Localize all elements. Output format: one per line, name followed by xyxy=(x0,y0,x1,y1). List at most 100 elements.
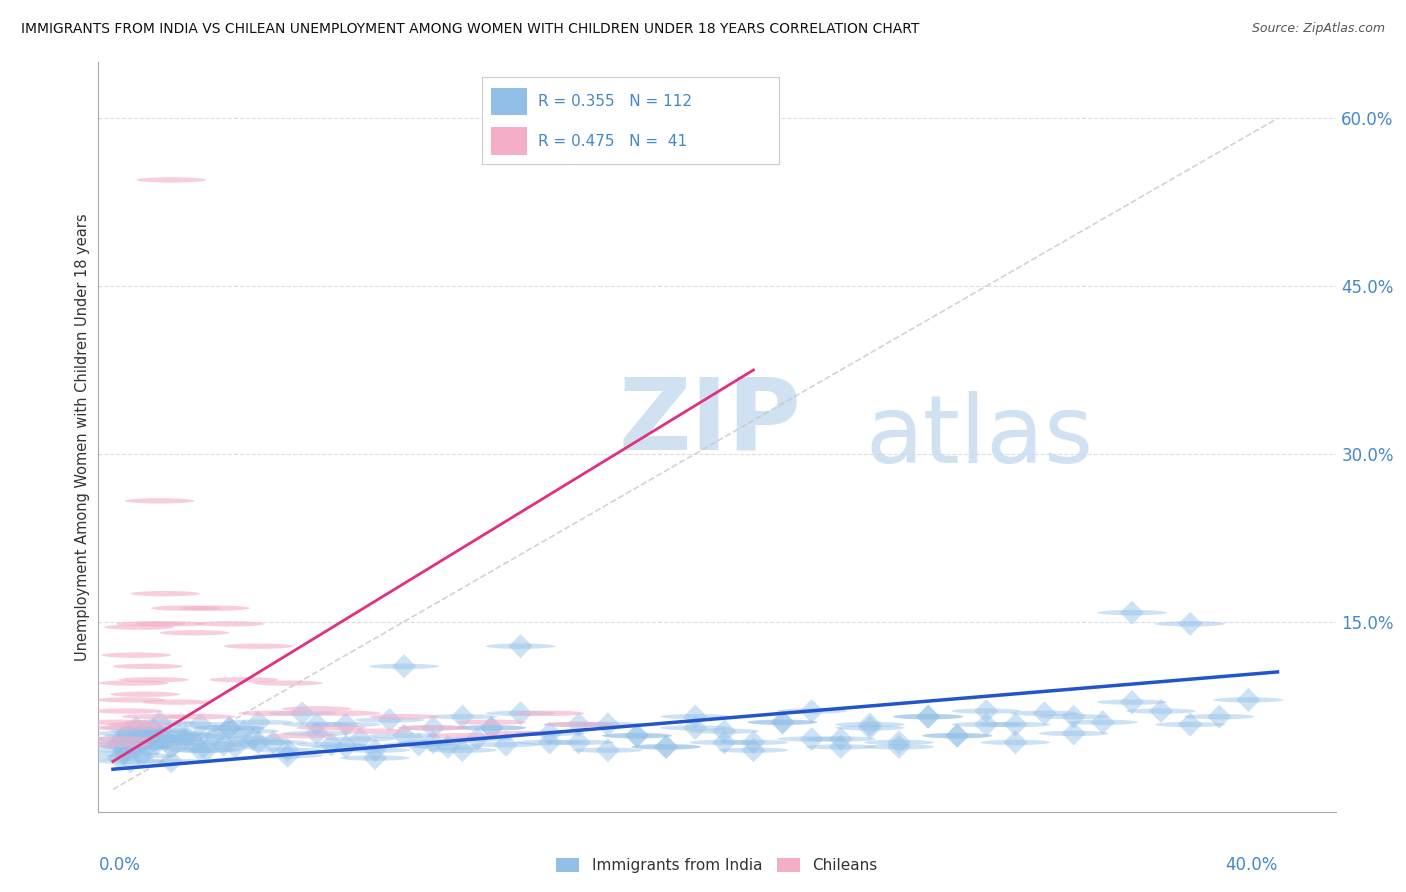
Point xyxy=(114,747,136,761)
Ellipse shape xyxy=(311,722,381,727)
Ellipse shape xyxy=(457,720,526,725)
Point xyxy=(946,729,969,743)
Ellipse shape xyxy=(485,731,555,736)
Point xyxy=(772,715,794,730)
Point xyxy=(145,732,167,747)
Ellipse shape xyxy=(370,733,439,739)
Point xyxy=(1063,709,1085,723)
Ellipse shape xyxy=(515,739,585,745)
Ellipse shape xyxy=(166,747,235,753)
Point xyxy=(364,751,387,765)
Point xyxy=(120,755,142,769)
Point xyxy=(1004,735,1026,749)
Text: ZIP: ZIP xyxy=(619,374,801,471)
Point xyxy=(188,743,211,757)
Ellipse shape xyxy=(159,630,229,635)
Point xyxy=(125,721,148,735)
Ellipse shape xyxy=(1097,610,1167,615)
Point xyxy=(114,743,136,757)
Ellipse shape xyxy=(90,747,159,753)
Text: atlas: atlas xyxy=(866,391,1094,483)
Ellipse shape xyxy=(1213,698,1284,703)
Point xyxy=(378,713,401,727)
Point xyxy=(117,726,139,740)
Ellipse shape xyxy=(835,722,905,727)
Point xyxy=(242,732,264,747)
Ellipse shape xyxy=(689,739,759,745)
Point xyxy=(713,735,735,749)
Point xyxy=(509,706,531,721)
Ellipse shape xyxy=(253,681,322,686)
Point xyxy=(107,751,129,765)
Point xyxy=(1178,717,1201,731)
Ellipse shape xyxy=(84,720,153,725)
Point xyxy=(120,735,142,749)
Ellipse shape xyxy=(980,739,1050,745)
Ellipse shape xyxy=(1039,731,1108,736)
Ellipse shape xyxy=(238,739,308,745)
Ellipse shape xyxy=(748,720,817,725)
Ellipse shape xyxy=(806,744,876,749)
Ellipse shape xyxy=(471,742,541,747)
Ellipse shape xyxy=(90,725,159,731)
Point xyxy=(122,739,145,754)
Ellipse shape xyxy=(1039,714,1108,719)
Ellipse shape xyxy=(1156,722,1225,727)
Point xyxy=(277,743,299,757)
Ellipse shape xyxy=(806,736,876,742)
Ellipse shape xyxy=(718,747,789,753)
Ellipse shape xyxy=(515,731,585,736)
Ellipse shape xyxy=(354,717,425,723)
Legend: Immigrants from India, Chileans: Immigrants from India, Chileans xyxy=(550,852,884,879)
Point xyxy=(139,730,162,744)
Ellipse shape xyxy=(131,591,200,597)
Ellipse shape xyxy=(115,734,186,739)
Ellipse shape xyxy=(194,725,264,731)
Point xyxy=(155,733,177,747)
Ellipse shape xyxy=(340,747,411,753)
Ellipse shape xyxy=(125,498,194,503)
Point xyxy=(887,735,910,749)
Ellipse shape xyxy=(544,722,613,727)
Ellipse shape xyxy=(101,652,172,657)
Ellipse shape xyxy=(150,733,221,739)
Point xyxy=(713,724,735,739)
Ellipse shape xyxy=(209,729,278,734)
Point xyxy=(1237,693,1260,707)
Ellipse shape xyxy=(136,178,207,183)
Point xyxy=(305,717,328,731)
Ellipse shape xyxy=(96,698,166,703)
Ellipse shape xyxy=(297,725,366,731)
Point xyxy=(392,659,415,673)
Ellipse shape xyxy=(427,747,498,753)
Ellipse shape xyxy=(224,643,294,648)
Ellipse shape xyxy=(98,681,169,686)
Ellipse shape xyxy=(340,756,411,761)
Ellipse shape xyxy=(136,759,207,764)
Point xyxy=(145,737,167,751)
Ellipse shape xyxy=(87,736,156,742)
Point xyxy=(1121,606,1143,620)
Ellipse shape xyxy=(112,664,183,669)
Point xyxy=(335,739,357,754)
Point xyxy=(204,729,226,743)
Ellipse shape xyxy=(281,706,352,712)
Ellipse shape xyxy=(101,744,172,749)
Ellipse shape xyxy=(748,720,817,725)
Point xyxy=(136,739,159,754)
Ellipse shape xyxy=(107,722,177,727)
Ellipse shape xyxy=(602,733,672,739)
Point xyxy=(655,739,678,754)
Ellipse shape xyxy=(110,691,180,697)
Ellipse shape xyxy=(150,736,221,742)
Ellipse shape xyxy=(544,722,613,727)
Ellipse shape xyxy=(311,744,381,749)
Point xyxy=(305,726,328,740)
Point xyxy=(422,721,444,735)
Point xyxy=(683,709,706,723)
Point xyxy=(134,724,156,739)
Ellipse shape xyxy=(441,736,512,742)
Ellipse shape xyxy=(689,729,759,734)
Point xyxy=(451,709,474,723)
Point xyxy=(262,735,284,749)
